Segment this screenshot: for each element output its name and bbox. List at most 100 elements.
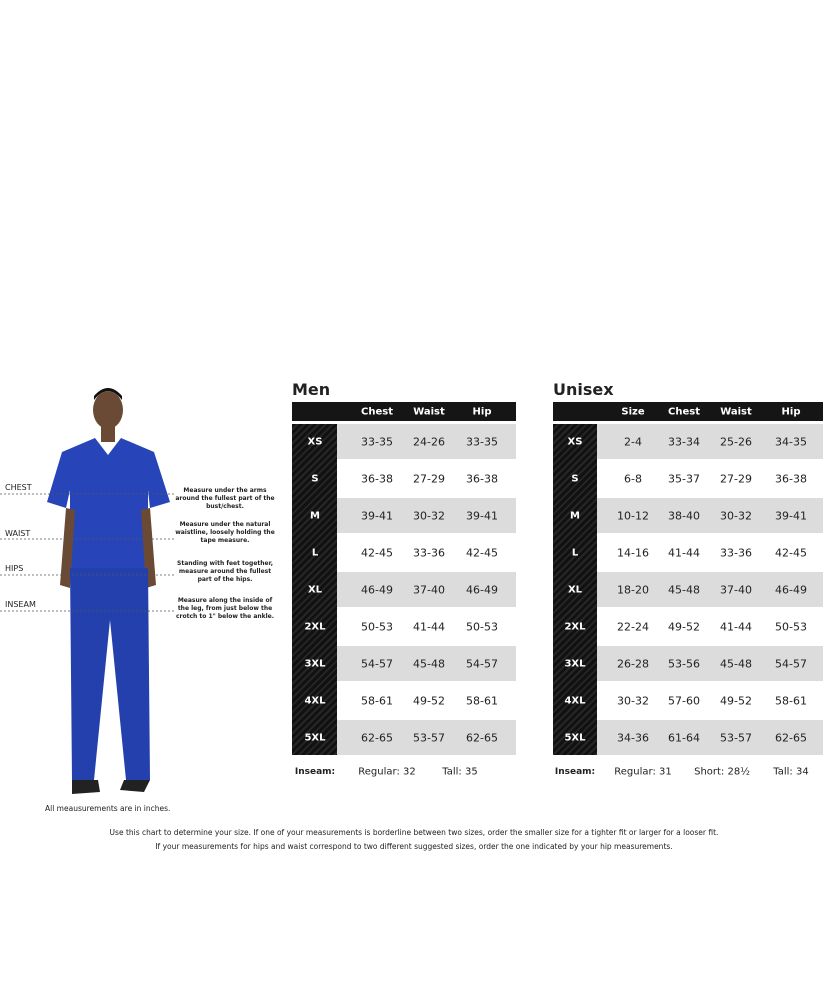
- size-label: S: [311, 473, 319, 484]
- cell: 30-32: [413, 509, 445, 522]
- row-stripe: [337, 646, 516, 681]
- cell: 33-34: [668, 435, 700, 448]
- footnote: All meausurements are in inches.: [45, 804, 171, 813]
- header-band: [292, 402, 516, 421]
- size-column: [292, 424, 337, 755]
- cell: 46-49: [466, 583, 498, 596]
- column-header: Hip: [472, 406, 492, 418]
- cell: 46-49: [775, 583, 807, 596]
- inseam-value: Regular: 31: [614, 766, 672, 778]
- cell: 58-61: [361, 694, 393, 707]
- cell: 35-37: [668, 472, 700, 485]
- cell: 2-4: [624, 435, 642, 448]
- cell: 54-57: [361, 657, 393, 670]
- cell: 62-65: [361, 731, 393, 744]
- cell: 26-28: [617, 657, 649, 670]
- column-header: Size: [621, 406, 645, 418]
- cell: 41-44: [720, 620, 752, 633]
- cell: 50-53: [466, 620, 498, 633]
- cell: 36-38: [361, 472, 393, 485]
- cell: 33-35: [361, 435, 393, 448]
- cell: 27-29: [413, 472, 445, 485]
- inseam-value: Short: 28½: [694, 766, 750, 778]
- cell: 30-32: [720, 509, 752, 522]
- column-header: Chest: [668, 406, 700, 418]
- cell: 49-52: [413, 694, 445, 707]
- measure-label: WAIST: [5, 529, 31, 538]
- cell: 54-57: [775, 657, 807, 670]
- cell: 36-38: [466, 472, 498, 485]
- size-label: 3XL: [304, 658, 326, 669]
- cell: 62-65: [466, 731, 498, 744]
- inseam-label: Inseam:: [294, 767, 336, 777]
- measure-note: Measure along the inside of the leg, fro…: [175, 597, 275, 620]
- cell: 42-45: [466, 546, 498, 559]
- row-stripe: [337, 720, 516, 755]
- cell: 42-45: [361, 546, 393, 559]
- cell: 49-52: [668, 620, 700, 633]
- table-title: Men: [292, 380, 331, 399]
- size-label: 3XL: [564, 658, 586, 669]
- cell: 33-36: [720, 546, 752, 559]
- size-label: L: [571, 547, 579, 558]
- cell: 53-57: [720, 731, 752, 744]
- size-label: S: [571, 473, 579, 484]
- size-label: 4XL: [564, 695, 586, 706]
- cell: 37-40: [413, 583, 445, 596]
- row-stripe: [597, 720, 823, 755]
- cell: 36-38: [775, 472, 807, 485]
- column-header: Waist: [720, 406, 752, 418]
- cell: 49-52: [720, 694, 752, 707]
- cell: 61-64: [668, 731, 700, 744]
- cell: 33-35: [466, 435, 498, 448]
- cell: 10-12: [617, 509, 649, 522]
- inseam-label: Inseam:: [554, 767, 596, 777]
- row-stripe: [597, 498, 823, 533]
- header-band: [553, 402, 823, 421]
- cell: 62-65: [775, 731, 807, 744]
- cell: 37-40: [720, 583, 752, 596]
- size-label: M: [310, 510, 320, 521]
- cell: 53-56: [668, 657, 700, 670]
- size-label: L: [311, 547, 319, 558]
- row-stripe: [597, 646, 823, 681]
- cell: 33-36: [413, 546, 445, 559]
- row-stripe: [337, 498, 516, 533]
- cell: 24-26: [413, 435, 445, 448]
- cell: 53-57: [413, 731, 445, 744]
- cell: 58-61: [466, 694, 498, 707]
- measure-note: Measure under the arms around the fulles…: [175, 487, 275, 510]
- size-label: XS: [567, 436, 583, 447]
- cell: 46-49: [361, 583, 393, 596]
- cell: 45-48: [413, 657, 445, 670]
- column-header: Waist: [413, 406, 445, 418]
- cell: 45-48: [668, 583, 700, 596]
- row-stripe: [337, 424, 516, 459]
- size-column: [553, 424, 597, 755]
- cell: 58-61: [775, 694, 807, 707]
- size-label: M: [570, 510, 580, 521]
- cell: 34-35: [775, 435, 807, 448]
- cell: 34-36: [617, 731, 649, 744]
- inseam-value: Regular: 32: [358, 766, 416, 778]
- cell: 41-44: [413, 620, 445, 633]
- cell: 6-8: [624, 472, 642, 485]
- column-header: Chest: [361, 406, 393, 418]
- model-figure: [0, 388, 175, 794]
- cell: 22-24: [617, 620, 649, 633]
- cell: 50-53: [361, 620, 393, 633]
- cell: 39-41: [775, 509, 807, 522]
- size-label: 2XL: [304, 621, 326, 632]
- cell: 45-48: [720, 657, 752, 670]
- size-label: XS: [307, 436, 323, 447]
- row-stripe: [597, 572, 823, 607]
- instruction: Use this chart to determine your size. I…: [109, 828, 719, 837]
- cell: 54-57: [466, 657, 498, 670]
- column-header: Hip: [781, 406, 801, 418]
- inseam-value: Tall: 34: [773, 766, 809, 778]
- cell: 50-53: [775, 620, 807, 633]
- row-stripe: [337, 572, 516, 607]
- table-title: Unisex: [553, 380, 614, 399]
- cell: 39-41: [466, 509, 498, 522]
